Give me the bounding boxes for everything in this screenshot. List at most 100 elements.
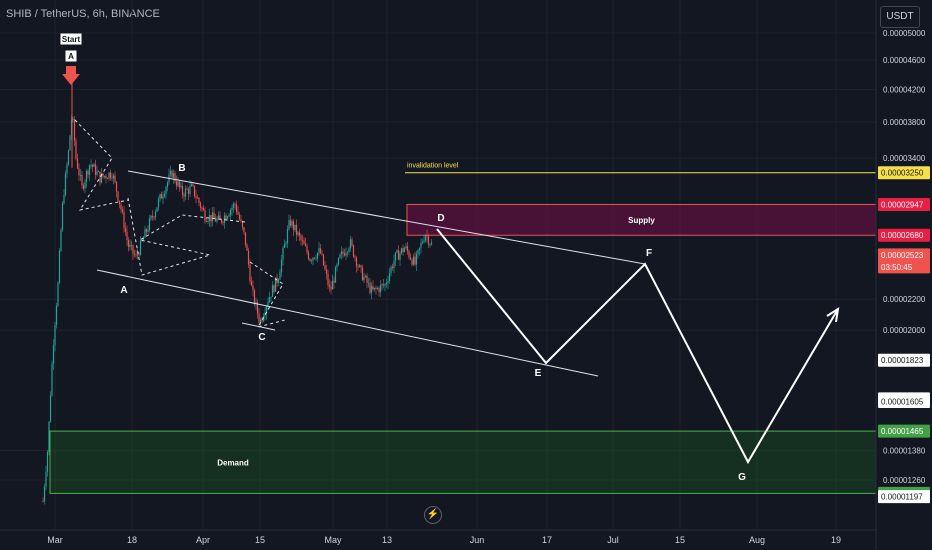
y-tick-label: 0.00001260 — [883, 476, 926, 485]
projection-arrowhead — [826, 306, 840, 323]
candle-body — [234, 203, 236, 205]
candle-body — [340, 251, 343, 255]
candle-body — [69, 135, 71, 151]
wave-label-c: C — [258, 332, 265, 343]
candle-body — [306, 245, 308, 253]
candle-body — [375, 287, 377, 289]
candle-body — [154, 211, 157, 218]
candle-body — [412, 256, 415, 265]
candle-body — [105, 175, 107, 179]
candle-body — [309, 258, 311, 261]
wave-label-g: G — [738, 472, 746, 483]
candle-body — [183, 194, 185, 197]
price-label-text: 0.00003250 — [881, 169, 924, 178]
price-label-supply — [878, 228, 930, 242]
candle-body — [337, 257, 340, 265]
currency-button[interactable]: USDT — [880, 6, 920, 28]
candle-body — [151, 215, 154, 217]
candle-body — [75, 140, 77, 159]
candle-body — [273, 285, 275, 292]
candle-body — [58, 251, 61, 283]
candle-body — [118, 200, 121, 205]
candle-body — [264, 313, 266, 317]
candle-body — [336, 264, 338, 268]
wave-label-start: Start — [62, 35, 81, 44]
candle-body — [111, 177, 113, 179]
candle-body — [112, 175, 115, 179]
candle-body — [349, 239, 352, 249]
x-tick-label: 15 — [675, 535, 685, 545]
candle-body — [76, 158, 79, 169]
candle-body — [423, 240, 425, 243]
candle-body — [190, 184, 193, 187]
candle-body — [298, 232, 301, 236]
candle-body — [108, 172, 110, 179]
wave-labels: Start A B A C D E F G — [59, 32, 746, 483]
candle-body — [376, 288, 379, 289]
candle-body — [198, 197, 200, 203]
candle-body — [90, 164, 92, 166]
candle-body — [226, 216, 229, 219]
candle-body — [325, 269, 328, 274]
candle-body — [232, 203, 235, 208]
candle-body — [147, 229, 149, 232]
candle-body — [406, 246, 409, 252]
c-marker-line — [241, 322, 276, 331]
candle-body — [88, 165, 91, 175]
wave-label-f: F — [646, 248, 652, 259]
candle-body — [142, 237, 145, 240]
candle-body — [114, 175, 116, 182]
candle-body — [175, 181, 178, 186]
candle-body — [315, 258, 317, 260]
candle-body — [274, 277, 277, 292]
candle-body — [249, 264, 251, 282]
candle-body — [415, 253, 418, 265]
candle-body — [144, 229, 146, 238]
candle-body — [304, 244, 307, 246]
upper-trendline — [127, 170, 646, 265]
candle-body — [399, 252, 401, 260]
candle-body — [280, 259, 283, 273]
candle-body — [66, 164, 68, 174]
candle-body — [364, 275, 367, 277]
candle-body — [42, 501, 44, 503]
candle-body — [388, 273, 391, 282]
candle-body — [121, 209, 124, 212]
candle-body — [67, 150, 70, 165]
candle-body — [229, 210, 232, 216]
candle-body — [138, 254, 140, 256]
price-label-last — [878, 248, 930, 274]
candle-body — [396, 250, 398, 253]
candle-body — [400, 248, 403, 253]
candle-body — [135, 254, 137, 256]
candle-body — [192, 184, 194, 186]
candle-body — [295, 224, 298, 235]
candle-body — [169, 170, 172, 175]
candle-body — [130, 244, 133, 246]
candle-body — [240, 219, 242, 222]
price-label-text: 0.00002680 — [881, 231, 924, 240]
candle-body — [100, 173, 103, 183]
candle-body — [127, 240, 130, 247]
wave-label-a: A — [120, 285, 127, 296]
demand-zone-label: Demand — [217, 458, 249, 467]
lightning-icon[interactable]: ⚡ — [424, 506, 442, 524]
candle-body — [52, 345, 55, 364]
candle-body — [238, 214, 241, 220]
candle-body — [103, 175, 106, 177]
candle-body — [60, 229, 62, 252]
candle-body — [73, 119, 76, 141]
candle-body — [345, 252, 347, 256]
candle-body — [202, 208, 205, 211]
candle-body — [426, 235, 428, 237]
candle-body — [166, 182, 169, 188]
candle-body — [123, 211, 125, 229]
candle-body — [207, 221, 209, 222]
candle-body — [391, 266, 394, 269]
down-arrow-icon — [62, 66, 80, 85]
candle-body — [384, 284, 386, 286]
candle-body — [366, 275, 368, 283]
candle-body — [381, 284, 383, 286]
candle-body — [201, 207, 203, 209]
